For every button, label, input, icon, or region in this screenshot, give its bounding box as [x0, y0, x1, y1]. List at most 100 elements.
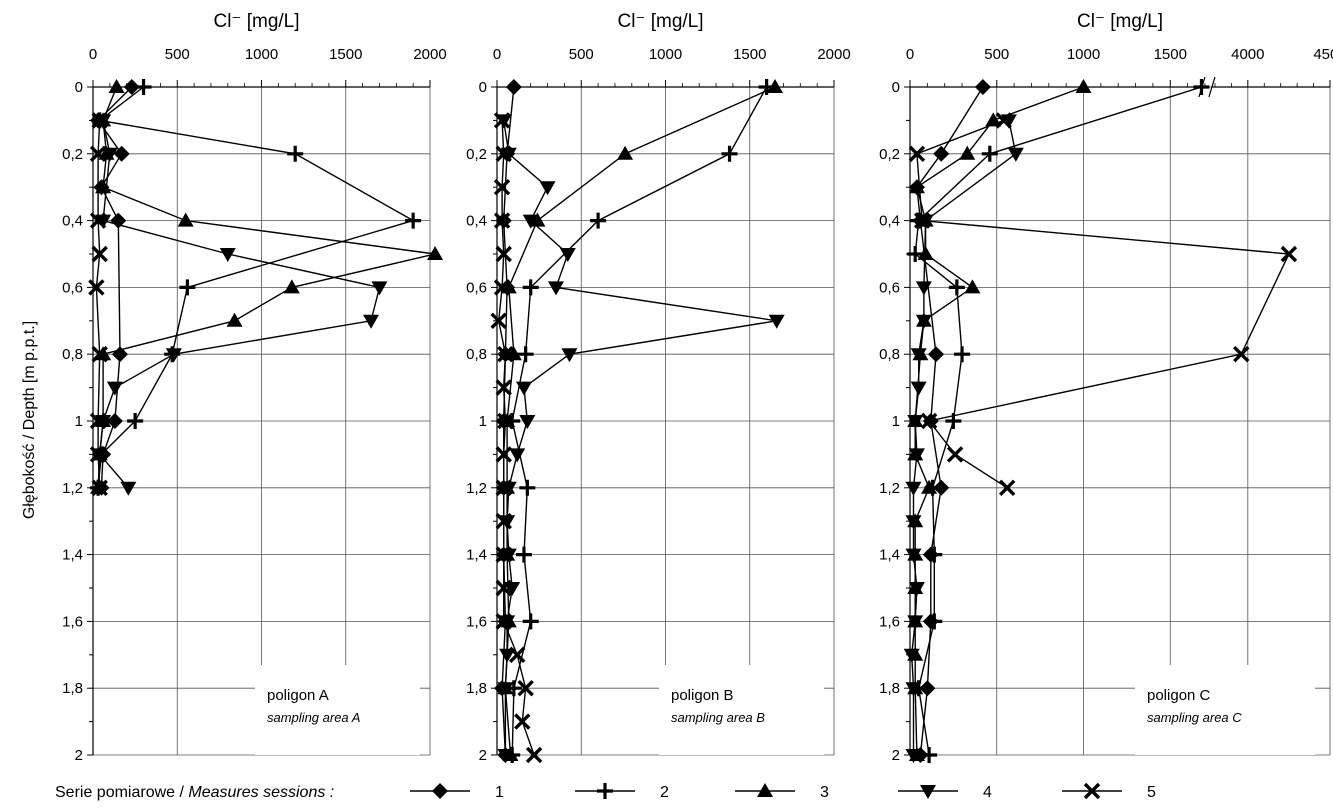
data-point: [903, 648, 920, 663]
legend-label: 1: [495, 784, 504, 801]
data-point: [921, 747, 938, 763]
y-tick-label: 1,6: [879, 613, 900, 630]
y-tick-label: 0,4: [62, 213, 83, 230]
data-point: [179, 279, 196, 296]
data-point: [515, 381, 532, 396]
data-point: [219, 248, 236, 262]
data-point: [908, 448, 925, 463]
x-tick-label: 0: [493, 46, 501, 63]
series-line: [914, 86, 1202, 756]
data-point: [89, 446, 107, 463]
y-tick-label: 2: [479, 747, 487, 764]
data-point: [106, 413, 123, 429]
y-tick-label: 0: [892, 79, 900, 96]
data-point: [946, 446, 964, 463]
data-point: [495, 245, 512, 263]
legend-item-2: 2: [575, 783, 669, 801]
y-tick-label: 1: [75, 413, 83, 430]
data-point: [959, 145, 976, 160]
data-point: [907, 615, 924, 630]
panel-c: 0 0,2 0,4 0,6 0,8 1 1,2 1,4 1,6 1,8 2 0 500 1000 1500 4…: [879, 11, 1333, 764]
data-point: [123, 79, 140, 95]
legend-marker: [432, 783, 448, 799]
data-point: [926, 546, 943, 563]
x-tick-label: 1000: [245, 46, 278, 63]
x-tick-label: 1500: [329, 46, 362, 63]
x-tick-label: 2000: [413, 46, 446, 63]
legend-title: Serie pomiarowe / Measures sessions :: [55, 784, 334, 801]
panel-sublabel: sampling area A: [267, 710, 360, 725]
legend: Serie pomiarowe / Measures sessions : 1 2 3…: [55, 782, 1156, 801]
y-tick-label: 0,2: [62, 146, 83, 163]
y-tick-label: 0,8: [62, 346, 83, 363]
data-point: [493, 212, 511, 229]
data-point: [497, 749, 514, 763]
panel-label: poligon A: [267, 687, 329, 704]
panel-label: poligon B: [671, 687, 734, 704]
series-line: [497, 120, 535, 756]
legend-label: 2: [660, 784, 669, 801]
data-point: [1280, 245, 1298, 263]
data-point: [497, 345, 514, 363]
x-axis-title: Cl⁻ [mg/L]: [1077, 11, 1163, 32]
x-tick-label: 1500: [1154, 46, 1187, 63]
data-point: [108, 79, 125, 93]
series-4: [91, 114, 388, 496]
data-point: [921, 479, 938, 494]
data-point: [91, 479, 108, 497]
y-tick-label: 0,6: [879, 279, 900, 296]
data-point: [1193, 79, 1210, 95]
data-point: [88, 279, 105, 296]
data-point: [974, 79, 991, 95]
data-point: [226, 312, 243, 327]
legend-marker: [1083, 782, 1101, 800]
data-point: [926, 613, 943, 630]
legend-item-3: 3: [735, 783, 829, 801]
data-point: [910, 348, 927, 363]
y-tick-label: 0: [479, 79, 487, 96]
legend-label: 5: [1147, 784, 1156, 801]
data-point: [120, 481, 137, 496]
y-tick-label: 1,2: [62, 480, 83, 497]
data-point: [405, 212, 422, 229]
data-point: [1007, 147, 1024, 162]
x-tick-label: 500: [165, 46, 190, 63]
x-tick-label: 2000: [817, 46, 850, 63]
y-tick-label: 0,8: [879, 346, 900, 363]
data-point: [908, 145, 926, 163]
y-tick-label: 0,2: [879, 146, 900, 163]
data-point: [515, 546, 532, 563]
series-line: [916, 119, 1290, 489]
data-point: [495, 546, 512, 563]
data-point: [905, 548, 922, 563]
data-point: [493, 112, 511, 129]
series-5: [908, 112, 1298, 497]
y-tick-label: 0,6: [62, 279, 83, 296]
data-point: [998, 479, 1016, 497]
data-point: [547, 281, 564, 296]
data-point: [981, 145, 998, 162]
data-point: [517, 679, 534, 697]
y-tick-label: 2: [892, 747, 900, 764]
data-point: [905, 682, 922, 697]
data-point: [905, 515, 922, 530]
legend-item-1: 1: [410, 783, 504, 801]
x-tick-label: 4500: [1313, 46, 1333, 63]
data-point: [919, 680, 936, 697]
series-5: [490, 112, 543, 764]
y-tick-label: 0,8: [466, 346, 487, 363]
y-axis-label: Głębokość / Depth [m p.p.t.]: [21, 321, 38, 519]
data-point: [505, 79, 522, 95]
x-axis-title: Cl⁻ [mg/L]: [213, 11, 299, 32]
x-axis-title: Cl⁻ [mg/L]: [617, 11, 703, 32]
y-tick-label: 0,4: [466, 213, 487, 230]
data-point: [519, 479, 536, 496]
y-tick-label: 1,2: [879, 480, 900, 497]
panel-label-box: [1135, 665, 1315, 755]
data-point: [948, 279, 965, 296]
data-point: [995, 112, 1012, 129]
data-point: [522, 214, 539, 229]
data-point: [559, 248, 576, 262]
y-tick-label: 0,4: [879, 213, 900, 230]
data-point: [427, 246, 444, 260]
